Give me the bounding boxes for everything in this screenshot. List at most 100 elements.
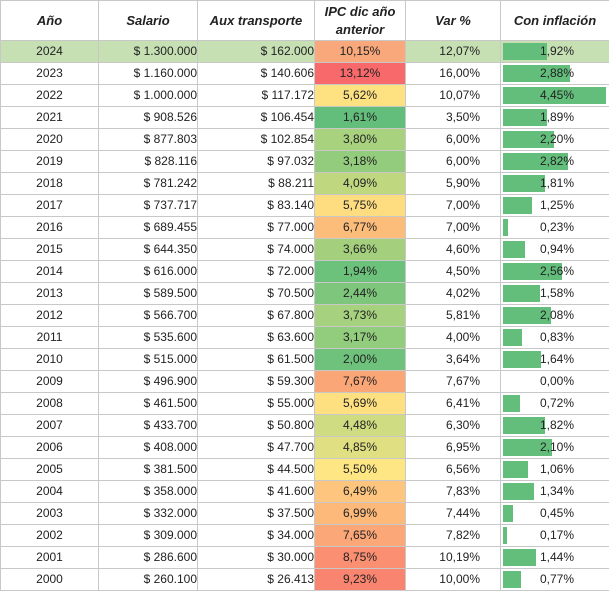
cell-ipc[interactable]: 5,62%	[315, 85, 406, 107]
header-year[interactable]: Año	[1, 1, 99, 41]
cell-year[interactable]: 2009	[1, 371, 99, 393]
cell-salary[interactable]: $ 877.803	[99, 129, 198, 151]
cell-var[interactable]: 6,00%	[406, 129, 501, 151]
cell-year[interactable]: 2019	[1, 151, 99, 173]
cell-var[interactable]: 10,07%	[406, 85, 501, 107]
cell-inflation[interactable]: 4,45%	[501, 85, 609, 107]
cell-inflation[interactable]: 2,10%	[501, 437, 609, 459]
cell-transport[interactable]: $ 59.300	[198, 371, 315, 393]
cell-transport[interactable]: $ 63.600	[198, 327, 315, 349]
cell-ipc[interactable]: 3,66%	[315, 239, 406, 261]
cell-transport[interactable]: $ 74.000	[198, 239, 315, 261]
cell-inflation[interactable]: 1,06%	[501, 459, 609, 481]
cell-salary[interactable]: $ 332.000	[99, 503, 198, 525]
cell-var[interactable]: 5,90%	[406, 173, 501, 195]
cell-inflation[interactable]: 1,44%	[501, 547, 609, 569]
cell-inflation[interactable]: 2,08%	[501, 305, 609, 327]
cell-salary[interactable]: $ 381.500	[99, 459, 198, 481]
cell-year[interactable]: 2006	[1, 437, 99, 459]
cell-inflation[interactable]: 1,64%	[501, 349, 609, 371]
cell-year[interactable]: 2016	[1, 217, 99, 239]
cell-ipc[interactable]: 5,69%	[315, 393, 406, 415]
cell-ipc[interactable]: 2,44%	[315, 283, 406, 305]
cell-transport[interactable]: $ 106.454	[198, 107, 315, 129]
cell-ipc[interactable]: 6,99%	[315, 503, 406, 525]
cell-inflation[interactable]: 1,82%	[501, 415, 609, 437]
cell-transport[interactable]: $ 61.500	[198, 349, 315, 371]
cell-salary[interactable]: $ 828.116	[99, 151, 198, 173]
cell-ipc[interactable]: 7,65%	[315, 525, 406, 547]
cell-ipc[interactable]: 8,75%	[315, 547, 406, 569]
cell-year[interactable]: 2008	[1, 393, 99, 415]
cell-transport[interactable]: $ 41.600	[198, 481, 315, 503]
cell-salary[interactable]: $ 286.600	[99, 547, 198, 569]
cell-inflation[interactable]: 1,34%	[501, 481, 609, 503]
cell-var[interactable]: 4,60%	[406, 239, 501, 261]
cell-var[interactable]: 12,07%	[406, 41, 501, 63]
cell-transport[interactable]: $ 37.500	[198, 503, 315, 525]
cell-ipc[interactable]: 5,50%	[315, 459, 406, 481]
cell-ipc[interactable]: 3,17%	[315, 327, 406, 349]
cell-salary[interactable]: $ 358.000	[99, 481, 198, 503]
header-var[interactable]: Var %	[406, 1, 501, 41]
cell-transport[interactable]: $ 88.211	[198, 173, 315, 195]
cell-year[interactable]: 2002	[1, 525, 99, 547]
cell-transport[interactable]: $ 47.700	[198, 437, 315, 459]
cell-year[interactable]: 2011	[1, 327, 99, 349]
cell-ipc[interactable]: 6,49%	[315, 481, 406, 503]
cell-var[interactable]: 10,19%	[406, 547, 501, 569]
cell-ipc[interactable]: 10,15%	[315, 41, 406, 63]
cell-var[interactable]: 6,00%	[406, 151, 501, 173]
cell-year[interactable]: 2017	[1, 195, 99, 217]
cell-transport[interactable]: $ 67.800	[198, 305, 315, 327]
header-salary[interactable]: Salario	[99, 1, 198, 41]
cell-inflation[interactable]: 0,00%	[501, 371, 609, 393]
cell-salary[interactable]: $ 515.000	[99, 349, 198, 371]
header-transport[interactable]: Aux transporte	[198, 1, 315, 41]
cell-var[interactable]: 7,00%	[406, 195, 501, 217]
cell-year[interactable]: 2003	[1, 503, 99, 525]
cell-var[interactable]: 7,82%	[406, 525, 501, 547]
cell-year[interactable]: 2007	[1, 415, 99, 437]
cell-salary[interactable]: $ 781.242	[99, 173, 198, 195]
cell-var[interactable]: 7,67%	[406, 371, 501, 393]
cell-ipc[interactable]: 4,09%	[315, 173, 406, 195]
cell-inflation[interactable]: 1,81%	[501, 173, 609, 195]
cell-year[interactable]: 2024	[1, 41, 99, 63]
cell-ipc[interactable]: 3,18%	[315, 151, 406, 173]
cell-var[interactable]: 6,41%	[406, 393, 501, 415]
cell-inflation[interactable]: 0,45%	[501, 503, 609, 525]
cell-salary[interactable]: $ 616.000	[99, 261, 198, 283]
cell-salary[interactable]: $ 535.600	[99, 327, 198, 349]
cell-year[interactable]: 2018	[1, 173, 99, 195]
cell-salary[interactable]: $ 589.500	[99, 283, 198, 305]
cell-transport[interactable]: $ 162.000	[198, 41, 315, 63]
cell-salary[interactable]: $ 566.700	[99, 305, 198, 327]
cell-ipc[interactable]: 13,12%	[315, 63, 406, 85]
cell-var[interactable]: 6,95%	[406, 437, 501, 459]
cell-year[interactable]: 2020	[1, 129, 99, 151]
cell-year[interactable]: 2004	[1, 481, 99, 503]
cell-transport[interactable]: $ 70.500	[198, 283, 315, 305]
cell-ipc[interactable]: 4,48%	[315, 415, 406, 437]
cell-transport[interactable]: $ 55.000	[198, 393, 315, 415]
cell-ipc[interactable]: 3,80%	[315, 129, 406, 151]
cell-salary[interactable]: $ 689.455	[99, 217, 198, 239]
cell-year[interactable]: 2005	[1, 459, 99, 481]
cell-salary[interactable]: $ 461.500	[99, 393, 198, 415]
cell-transport[interactable]: $ 44.500	[198, 459, 315, 481]
cell-var[interactable]: 6,56%	[406, 459, 501, 481]
cell-ipc[interactable]: 1,94%	[315, 261, 406, 283]
cell-var[interactable]: 7,83%	[406, 481, 501, 503]
cell-var[interactable]: 3,50%	[406, 107, 501, 129]
cell-transport[interactable]: $ 72.000	[198, 261, 315, 283]
cell-inflation[interactable]: 1,89%	[501, 107, 609, 129]
cell-salary[interactable]: $ 309.000	[99, 525, 198, 547]
cell-transport[interactable]: $ 50.800	[198, 415, 315, 437]
cell-ipc[interactable]: 9,23%	[315, 569, 406, 591]
cell-salary[interactable]: $ 737.717	[99, 195, 198, 217]
cell-ipc[interactable]: 5,75%	[315, 195, 406, 217]
cell-year[interactable]: 2014	[1, 261, 99, 283]
cell-year[interactable]: 2001	[1, 547, 99, 569]
header-inflation[interactable]: Con inflación	[501, 1, 609, 41]
